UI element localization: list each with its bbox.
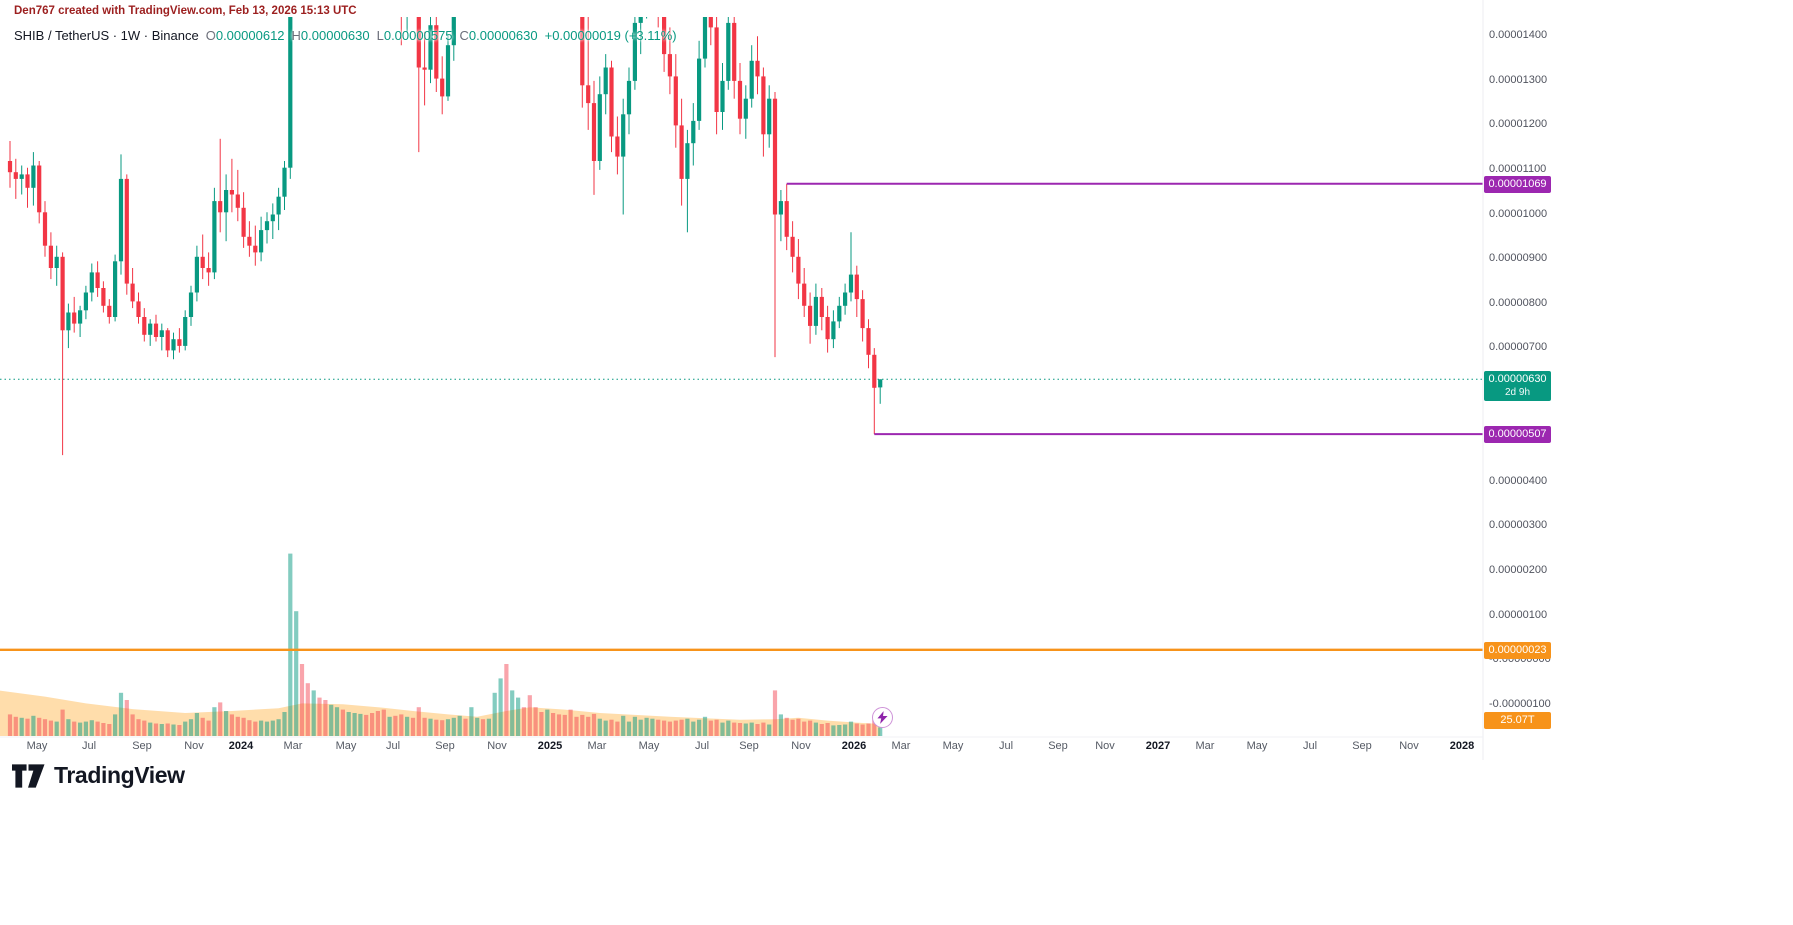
time-tick-label: May (26, 740, 48, 752)
ohlc-low-label: L (376, 28, 384, 43)
price-tick-label: 0.00000400 (1489, 474, 1548, 487)
price-tick-label: 0.00000900 (1489, 252, 1548, 265)
price-tick-label: 0.00000800 (1489, 296, 1548, 309)
ohlc-close-label: C (459, 28, 469, 43)
price-tick-label: 0.00000300 (1489, 519, 1548, 532)
price-tick-label: 0.00001400 (1489, 29, 1548, 42)
time-tick-label: 2024 (228, 740, 254, 752)
ohlc-high-label: H (291, 28, 301, 43)
time-tick-label: Nov (791, 740, 811, 752)
time-tick-label: Nov (1095, 740, 1115, 752)
lightning-event-icon[interactable] (872, 707, 893, 728)
time-tick-label: May (942, 740, 964, 752)
time-tick-label: Jul (81, 740, 97, 752)
time-tick-label: Nov (184, 740, 204, 752)
volume-ma-area (0, 690, 881, 736)
time-tick-label: 2026 (841, 740, 867, 752)
time-tick-label: Sep (132, 740, 152, 752)
current-price-label: 0.00000630 2d 9h (1484, 371, 1551, 402)
price-tick-label: -0.00000100 (1489, 697, 1551, 710)
time-tick-label: Sep (1048, 740, 1068, 752)
price-tick-label: 0.00001100 (1489, 162, 1547, 175)
price-tick-label: 0.00001000 (1489, 207, 1548, 220)
ray-low-price-label: 0.00000507 (1484, 426, 1551, 444)
time-tick-label: Mar (283, 740, 303, 752)
time-tick-label: May (638, 740, 660, 752)
price-tick-label: 0.00000100 (1489, 608, 1548, 621)
time-tick-label: Mar (891, 740, 911, 752)
time-tick-label: Mar (587, 740, 607, 752)
bar-countdown: 2d 9h (1504, 387, 1531, 399)
ohlc-low-value: 0.00000575 (383, 28, 453, 43)
price-tick-label: 0.00001200 (1489, 118, 1548, 131)
time-tick-label: Jul (1302, 740, 1318, 752)
time-tick-label: Jul (694, 740, 710, 752)
symbol-legend: SHIB / TetherUS · 1W · Binance O0.0000061… (14, 28, 677, 43)
ohlc-high-value: 0.00000630 (300, 28, 370, 43)
horizontal-line-price-label: 0.00000023 (1484, 641, 1551, 659)
candles (7, 17, 883, 456)
volume-ma-value-label: 25.07T (1484, 712, 1551, 729)
ohlc-open-label: O (205, 28, 216, 43)
attribution-text: Den767 created with TradingView.com, Feb… (14, 5, 357, 17)
symbol-title[interactable]: SHIB / TetherUS · 1W · Binance (14, 28, 199, 43)
time-tick-label: Sep (739, 740, 759, 752)
change-value: +0.00000019 (+3.11%) (544, 28, 677, 43)
price-tick-label: 0.00000200 (1489, 563, 1548, 576)
time-tick-label: 2025 (537, 740, 563, 752)
ohlc-open-value: 0.00000612 (215, 28, 285, 43)
time-tick-label: 2027 (1145, 740, 1171, 752)
price-tick-label: 0.00001300 (1489, 73, 1548, 86)
time-tick-label: Sep (1352, 740, 1372, 752)
price-tick-label: 0.00000700 (1489, 341, 1548, 354)
time-tick-label: Mar (1195, 740, 1215, 752)
ray-high-price-label: 0.00001069 (1484, 175, 1551, 193)
time-tick-label: 2028 (1449, 740, 1475, 752)
time-tick-label: May (1246, 740, 1268, 752)
time-tick-label: May (335, 740, 357, 752)
tradingview-logo-icon (12, 763, 45, 788)
tradingview-logo-text: TradingView (54, 762, 185, 788)
time-tick-label: Sep (435, 740, 455, 752)
time-tick-label: Jul (998, 740, 1014, 752)
volume-bars (7, 553, 883, 736)
ohlc-close-value: 0.00000630 (468, 28, 538, 43)
time-tick-label: Jul (385, 740, 401, 752)
time-tick-label: Nov (1399, 740, 1419, 752)
time-tick-label: Nov (487, 740, 507, 752)
lightning-bolt-glyph (877, 711, 888, 724)
tradingview-logo[interactable]: TradingView (12, 762, 185, 789)
